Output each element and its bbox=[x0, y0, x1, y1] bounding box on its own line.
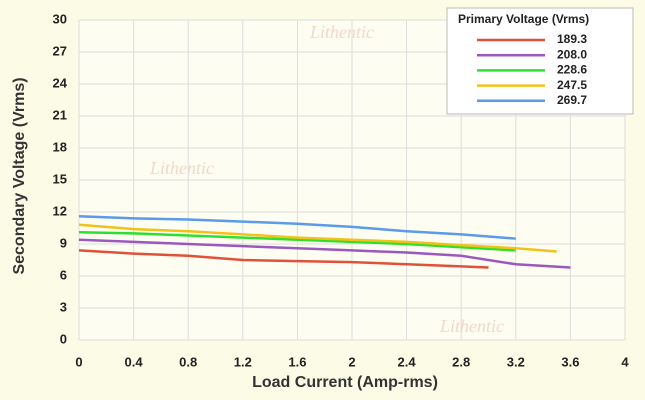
legend-label: 269.7 bbox=[557, 93, 587, 107]
legend-label: 247.5 bbox=[557, 78, 587, 92]
series-line bbox=[78, 223, 557, 253]
x-tick-label: 4 bbox=[621, 354, 629, 369]
y-tick-label: 30 bbox=[53, 11, 67, 26]
legend-label: 228.6 bbox=[557, 63, 587, 77]
y-tick-label: 3 bbox=[60, 299, 67, 314]
y-tick-label: 15 bbox=[53, 171, 67, 186]
x-tick-label: 0 bbox=[75, 354, 82, 369]
y-tick-label: 21 bbox=[53, 107, 67, 122]
y-tick-label: 24 bbox=[53, 75, 68, 90]
y-tick-label: 0 bbox=[60, 331, 67, 346]
legend-box bbox=[446, 7, 634, 115]
y-tick-label: 12 bbox=[53, 203, 67, 218]
x-tick-label: 2 bbox=[348, 354, 355, 369]
x-tick-label: 1.6 bbox=[288, 354, 306, 369]
x-tick-label: 3.6 bbox=[561, 354, 579, 369]
legend-label: 208.0 bbox=[557, 47, 587, 61]
series-line bbox=[78, 249, 489, 269]
x-tick-label: 2.8 bbox=[452, 354, 470, 369]
y-tick-label: 27 bbox=[53, 43, 67, 58]
x-tick-label: 0.8 bbox=[179, 354, 197, 369]
legend-label: 189.3 bbox=[557, 32, 587, 46]
y-tick-label: 18 bbox=[53, 139, 67, 154]
legend-title: Primary Voltage (Vrms) bbox=[458, 12, 589, 26]
series-line bbox=[78, 231, 516, 252]
y-tick-label: 6 bbox=[60, 267, 67, 282]
x-tick-label: 0.4 bbox=[125, 354, 144, 369]
y-tick-label: 9 bbox=[60, 235, 67, 250]
series-line bbox=[78, 238, 571, 269]
watermark: Lithentic bbox=[439, 316, 504, 336]
x-tick-label: 1.2 bbox=[234, 354, 252, 369]
series-line bbox=[78, 215, 516, 240]
watermark: Lithentic bbox=[149, 158, 214, 178]
x-tick-label: 3.2 bbox=[507, 354, 525, 369]
y-axis-title: Secondary Voltage (Vrms) bbox=[11, 77, 28, 274]
x-tick-label: 2.4 bbox=[398, 354, 417, 369]
watermark: Lithentic bbox=[309, 22, 374, 42]
x-axis-title: Load Current (Amp-rms) bbox=[252, 374, 438, 391]
